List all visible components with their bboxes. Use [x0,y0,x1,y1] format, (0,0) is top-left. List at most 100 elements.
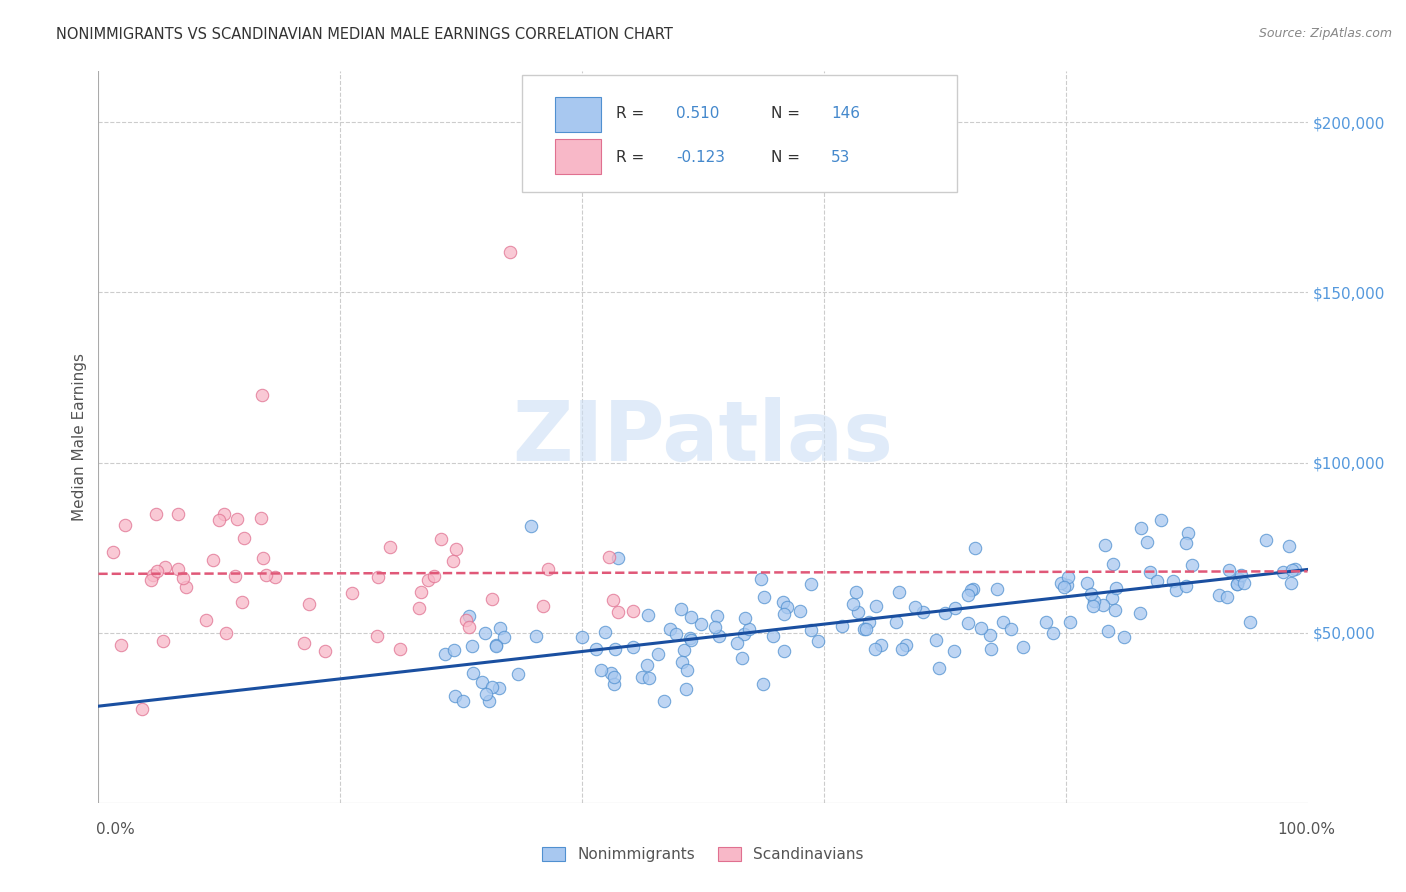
Text: R =: R = [616,150,650,165]
Point [1092,598,1115,612]
Point [904,599,927,614]
Point [367,569,389,583]
Text: R =: R = [616,106,650,121]
Point [846,605,869,619]
Point [443,690,465,704]
FancyBboxPatch shape [555,139,602,175]
Point [1056,578,1078,592]
Point [524,629,547,643]
Point [749,572,772,586]
Point [458,608,481,623]
Point [1081,599,1104,613]
Point [1233,576,1256,591]
Point [131,702,153,716]
Point [621,640,644,654]
Point [800,577,823,591]
Point [1239,615,1261,629]
Point [858,615,880,630]
Point [152,634,174,648]
Point [960,583,983,598]
Point [446,542,468,557]
Point [1129,521,1152,535]
Point [638,671,661,685]
Point [853,622,876,636]
Point [754,590,776,604]
Point [1175,579,1198,593]
Point [292,636,315,650]
Point [1208,588,1230,602]
Point [845,585,868,599]
Point [142,568,165,582]
Point [865,599,887,613]
Point [762,629,785,643]
Point [1279,576,1302,591]
Point [231,594,253,608]
Point [593,624,616,639]
Point [665,626,688,640]
Point [114,517,136,532]
Text: NONIMMIGRANTS VS SCANDINAVIAN MEDIAN MALE EARNINGS CORRELATION CHART: NONIMMIGRANTS VS SCANDINAVIAN MEDIAN MAL… [56,27,673,42]
Point [1175,535,1198,549]
Point [1056,570,1078,584]
Point [675,681,697,696]
Point [571,630,593,644]
Point [475,687,498,701]
Point [671,655,693,669]
Point [1076,576,1098,591]
Point [658,622,681,636]
Point [224,569,246,583]
Text: 100.0%: 100.0% [1278,822,1336,837]
Point [481,680,503,694]
Point [478,694,501,708]
Point [603,642,626,657]
Point [751,677,773,691]
Point [889,584,911,599]
Point [492,630,515,644]
Point [461,665,484,680]
Point [1059,615,1081,629]
Point [1105,581,1128,595]
Point [970,622,993,636]
Point [250,387,273,401]
Point [928,661,950,675]
Point [979,628,1001,642]
Point [101,545,124,559]
FancyBboxPatch shape [555,97,602,132]
Point [1218,563,1240,577]
Point [388,642,411,657]
Point [637,607,659,622]
Point [489,621,512,635]
Point [456,613,478,627]
Point [980,641,1002,656]
Point [652,694,675,708]
Point [603,670,626,684]
Point [433,647,456,661]
Point [378,540,401,554]
Point [254,568,277,582]
Y-axis label: Median Male Earnings: Median Male Earnings [72,353,87,521]
Point [956,589,979,603]
Point [863,641,886,656]
Point [986,582,1008,597]
Text: N =: N = [770,106,804,121]
Point [172,571,194,585]
Point [671,602,693,616]
Point [925,632,948,647]
Point [1114,630,1136,644]
FancyBboxPatch shape [522,75,957,192]
Point [366,629,388,643]
Point [1011,640,1033,654]
Point [606,605,628,619]
Point [1097,624,1119,638]
Point [481,592,503,607]
Point [1094,537,1116,551]
Text: 146: 146 [831,106,860,121]
Point [423,568,446,582]
Point [962,582,984,596]
Point [1254,533,1277,547]
Point [600,666,623,681]
Text: 0.510: 0.510 [676,106,720,121]
Point [789,604,811,618]
Point [1216,590,1239,604]
Point [773,607,796,621]
